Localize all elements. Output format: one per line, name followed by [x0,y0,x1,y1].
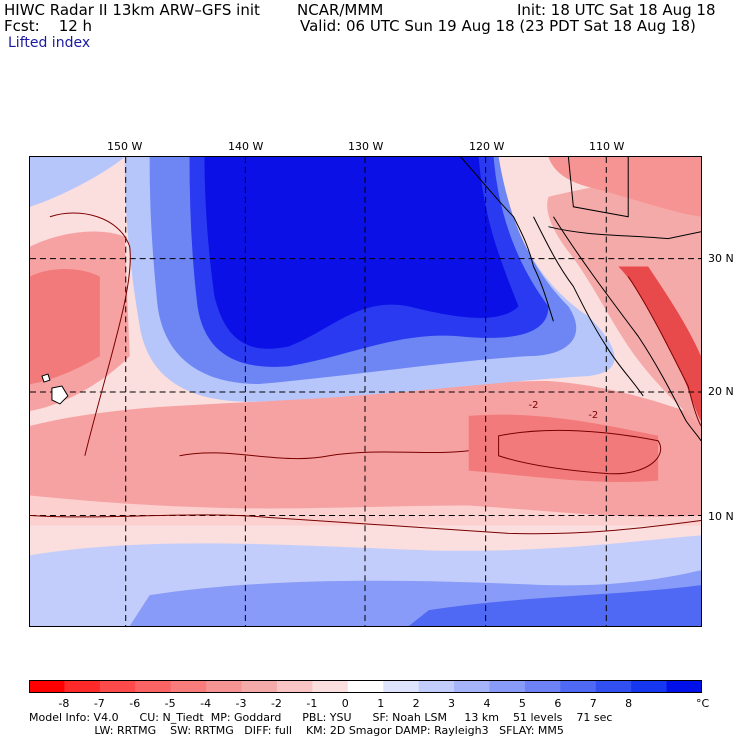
field-name: Lifted index [8,35,91,51]
mexico-red-ridge [618,266,701,421]
lon-label-140w: 140 W [228,140,264,153]
colorbar-tick-label: -7 [93,697,105,710]
init-time: Init: 18 UTC Sat 18 Aug 18 [517,1,716,19]
colorbar-swatch [560,680,597,693]
island-big [51,385,69,405]
deep-blue-core [204,157,519,349]
colorbar-tick-label: 1 [377,697,385,710]
mainland-mexico-coast [553,216,701,442]
colorbar-swatch [383,680,420,693]
colorbar-tick-label: 8 [625,697,633,710]
colorbar-tick-label: 4 [483,697,491,710]
west-red-core [30,269,100,385]
colorbar-tick-label: 3 [448,697,456,710]
colorbar-swatch [241,680,278,693]
lifted-index-map: -2 -2 [29,156,702,627]
colorbar-tick-label: -1 [306,697,318,710]
northwest-blue-wedge [30,157,125,207]
colorbar [29,680,702,693]
us-mexico-border [548,226,701,240]
colorbar-swatch [454,680,490,693]
contour-ridge [627,276,701,427]
colorbar-swatch [206,680,243,693]
colorbar-swatch [276,680,313,693]
contour-west [49,212,131,456]
coastlines [460,157,701,442]
colorbar-tick-label: 5 [518,697,526,710]
colorbar-swatch [64,680,101,693]
contours [30,212,701,535]
colorbar-swatch [99,680,136,693]
lat-label-10n: 10 N [708,510,734,523]
colorbar-tick-label: -3 [235,697,247,710]
colorbar-swatch [595,680,632,693]
colorbar-swatch [135,680,172,693]
forecast-hour: Fcst: 12 h [4,17,93,35]
contour-label-2: -2 [588,410,598,421]
contour-label-1: -2 [529,400,539,411]
colorbar-swatch [631,680,668,693]
colorbar-swatch [666,680,702,693]
colorbar-tick-label: -5 [164,697,176,710]
mexico-land-region [547,166,701,426]
lon-label-130w: 130 W [348,140,384,153]
footer-line-2: LW: RRTMG SW: RRTMG DIFF: full KM: 2D Sm… [0,724,564,737]
west-coast-line [460,157,554,322]
valid-time: Valid: 06 UTC Sun 19 Aug 18 (23 PDT Sat … [300,17,696,35]
contour-mid [179,450,469,460]
colorbar-swatch [312,680,349,693]
colorbar-unit: °C [696,697,710,710]
lat-label-30n: 30 N [708,252,734,265]
lon-label-120w: 120 W [469,140,505,153]
colorbar-tick-label: 0 [341,697,349,710]
model-title: HIWC Radar II 13km ARW–GFS init [4,1,260,19]
colorbar-swatch [489,680,526,693]
footer-line-1: Model Info: V4.0 CU: N_Tiedt MP: Goddard… [29,711,613,724]
colorbar-border [29,680,702,693]
contour-east-core [498,429,662,475]
island-maui [41,373,51,383]
colorbar-swatch [170,680,207,693]
colorbar-tick-label: 2 [412,697,420,710]
southern-blue-gradient-3 [408,585,701,626]
hawaii-islands [41,373,69,405]
us-southwest-region [548,157,701,217]
contour-tropical-south [30,514,701,535]
lon-label-150w: 150 W [107,140,143,153]
us-state-line [567,157,629,218]
colorbar-swatch [29,680,65,693]
lat-label-20n: 20 N [708,385,734,398]
colorbar-tick-label: -4 [200,697,212,710]
colorbar-tick-label: -6 [129,697,141,710]
colorbar-tick-label: -8 [58,697,70,710]
colorbar-swatch [347,680,384,693]
colorbar-tick-label: 6 [554,697,562,710]
lon-label-110w: 110 W [589,140,625,153]
colorbar-tick-label: 7 [589,697,597,710]
red-band-core [468,414,659,482]
org-label: NCAR/MMM [297,1,384,19]
colorbar-swatch [418,680,455,693]
colorbar-swatch [524,680,561,693]
colorbar-tick-label: -2 [270,697,282,710]
baja-coast [533,216,644,397]
